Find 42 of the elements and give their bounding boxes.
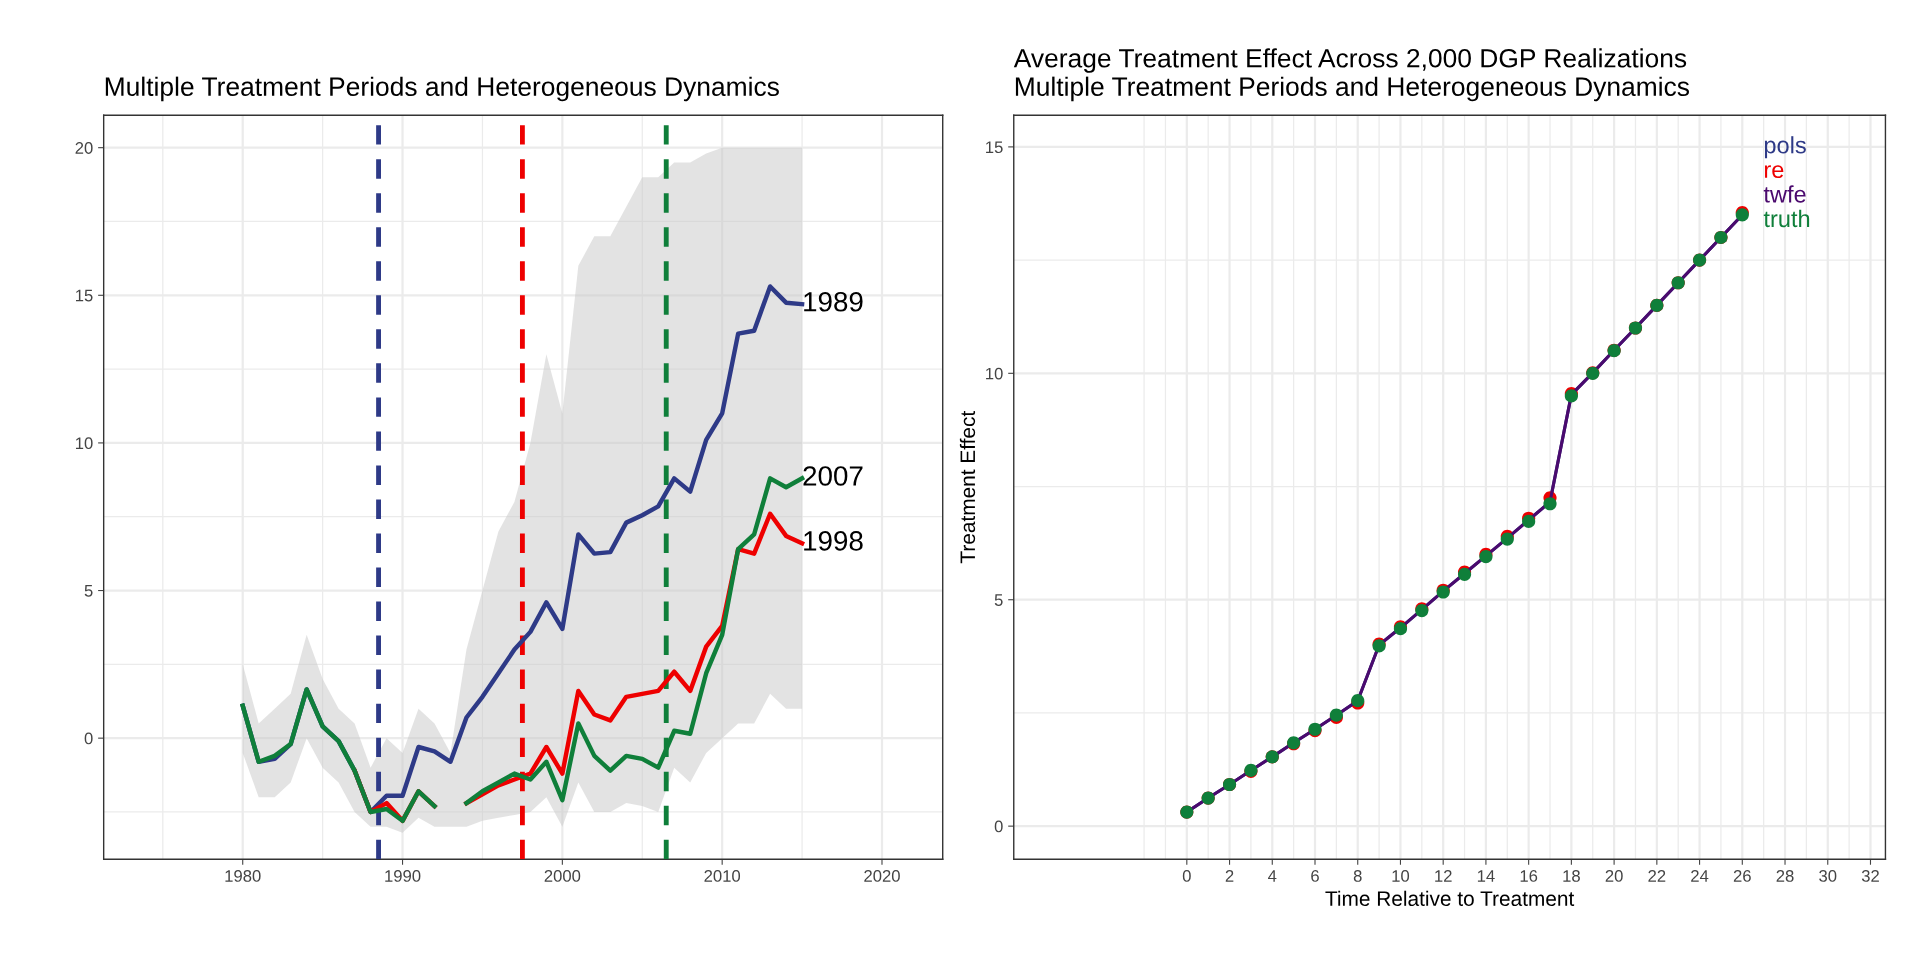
y-axis-title: Treatment Effect — [959, 410, 976, 564]
y-tick-label: 15 — [986, 141, 1003, 154]
x-tick-label: 8 — [1353, 870, 1362, 882]
series-label: truth — [1763, 209, 1810, 228]
x-tick-label: 2 — [1225, 870, 1234, 882]
y-tick-label: 10 — [76, 437, 93, 450]
x-tick-label: 1980 — [225, 870, 261, 882]
x-tick-label: 2020 — [864, 870, 900, 882]
y-tick-label: 0 — [84, 732, 93, 745]
x-tick-label: 20 — [1605, 870, 1623, 882]
x-tick-label: 6 — [1311, 870, 1319, 882]
y-tick-label: 10 — [986, 367, 1003, 380]
x-tick-label: 14 — [1477, 870, 1495, 882]
x-tick-label: 0 — [1182, 870, 1191, 882]
x-tick-label: 28 — [1776, 870, 1794, 882]
y-tick-label: 15 — [76, 289, 93, 302]
y-tick-label: 5 — [994, 594, 1003, 606]
chart-title: Multiple Treatment Periods and Heterogeneous Dynamics — [105, 76, 779, 102]
series-label: 2007 — [803, 466, 863, 486]
x-tick-label: 2000 — [544, 870, 581, 882]
series-label: 1989 — [804, 291, 863, 312]
chart-title: Average Treatment Effect Across 2,000 DGP Realizations Multiple Treatment Periods and Heterogeneous Dynamics — [1013, 48, 1689, 102]
text: pols — [1764, 136, 1806, 159]
x-tick-label: 32 — [1861, 870, 1879, 882]
x-tick-label: 22 — [1648, 870, 1666, 882]
x-tick-label: 24 — [1691, 870, 1709, 882]
x-tick-label: 18 — [1563, 870, 1580, 882]
y-tick-label: 20 — [75, 142, 93, 154]
x-tick-label: 4 — [1268, 870, 1277, 882]
y-tick-label: 5 — [84, 585, 93, 597]
x-tick-label: 2010 — [704, 870, 741, 882]
x-tick-label: 10 — [1392, 870, 1410, 882]
x-axis-title: Time Relative to Treatment — [1325, 890, 1575, 907]
series-label: twfe — [1763, 185, 1806, 203]
series-label: re — [1764, 165, 1784, 179]
x-tick-label: 30 — [1819, 870, 1837, 882]
x-tick-label: 12 — [1435, 870, 1452, 882]
x-tick-label: 1990 — [385, 870, 421, 882]
y-tick-label: 0 — [994, 820, 1003, 833]
series-label: 1998 — [804, 531, 863, 551]
x-tick-label: 16 — [1520, 870, 1538, 882]
x-tick-label: 26 — [1733, 870, 1751, 882]
